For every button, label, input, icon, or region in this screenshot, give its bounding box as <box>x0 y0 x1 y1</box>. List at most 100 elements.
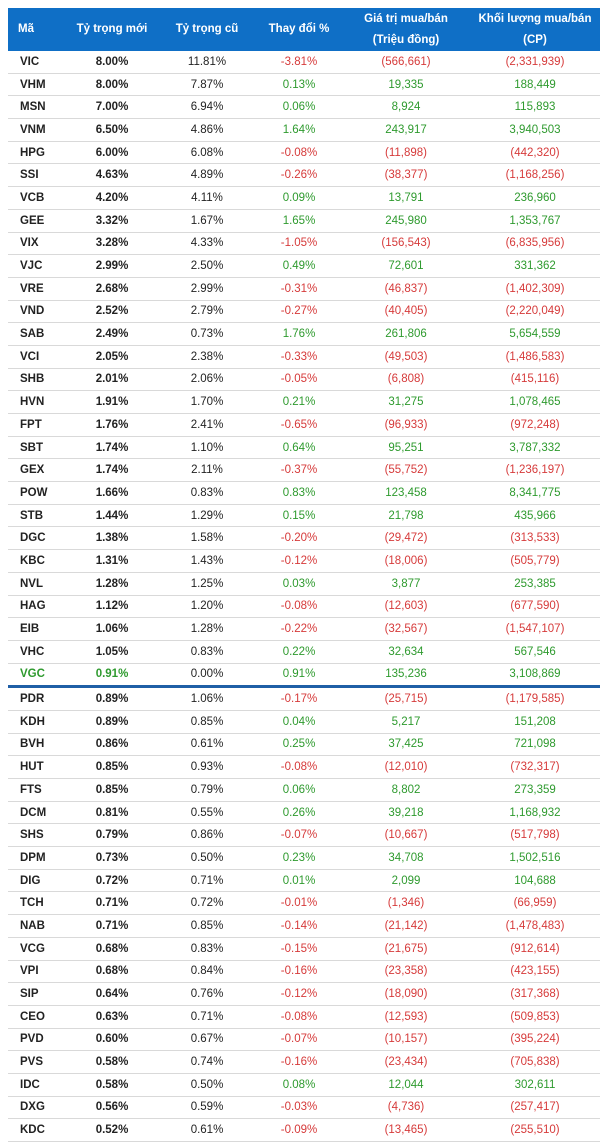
table-row: FTS 0.85% 0.79% 0.06% 8,802 273,359 <box>8 778 600 802</box>
cell-code: SHS <box>8 823 66 848</box>
table-row: VGC 0.91% 0.00% 0.91% 135,236 3,108,869 <box>8 663 600 689</box>
cell-volume: 104,688 <box>470 869 600 893</box>
table-row: VNM 6.50% 4.86% 1.64% 243,917 3,940,503 <box>8 118 600 142</box>
table-row: SBT 1.74% 1.10% 0.64% 95,251 3,787,332 <box>8 436 600 460</box>
cell-value: 39,218 <box>342 801 470 825</box>
cell-new-weight: 0.73% <box>66 846 158 870</box>
cell-value: 8,802 <box>342 778 470 802</box>
cell-value: 32,634 <box>342 640 470 664</box>
portfolio-table: Mã Tỷ trọng mới Tỷ trọng cũ Thay đổi % G… <box>8 8 600 1142</box>
table-row: DGC 1.38% 1.58% -0.20% (29,472) (313,533) <box>8 526 600 551</box>
cell-value: 123,458 <box>342 481 470 505</box>
cell-change: 0.04% <box>256 710 342 734</box>
cell-old-weight: 0.85% <box>158 914 256 938</box>
cell-value: (11,898) <box>342 141 470 165</box>
table-row: VRE 2.68% 2.99% -0.31% (46,837) (1,402,309) <box>8 277 600 301</box>
header-new-weight: Tỷ trọng mới <box>66 8 158 51</box>
cell-change: -0.22% <box>256 617 342 641</box>
cell-volume: 3,108,869 <box>470 663 600 689</box>
cell-old-weight: 7.87% <box>158 73 256 97</box>
cell-change: -0.08% <box>256 1005 342 1029</box>
cell-change: 0.13% <box>256 73 342 97</box>
header-value-line1: Giá trị mua/bán <box>342 8 470 30</box>
cell-change: -0.31% <box>256 277 342 301</box>
cell-change: -0.27% <box>256 300 342 324</box>
table-row: PVS 0.58% 0.74% -0.16% (23,434) (705,838) <box>8 1050 600 1074</box>
cell-old-weight: 6.94% <box>158 95 256 120</box>
cell-volume: (517,798) <box>470 823 600 848</box>
cell-old-weight: 0.79% <box>158 778 256 802</box>
cell-volume: 331,362 <box>470 254 600 278</box>
cell-value: (4,736) <box>342 1096 470 1120</box>
cell-change: 0.03% <box>256 572 342 596</box>
cell-change: -0.65% <box>256 413 342 437</box>
cell-code: FPT <box>8 413 66 437</box>
cell-change: -0.37% <box>256 458 342 483</box>
cell-new-weight: 1.06% <box>66 617 158 641</box>
cell-volume: (66,959) <box>470 891 600 916</box>
cell-change: 0.21% <box>256 390 342 414</box>
table-row: IDC 0.58% 0.50% 0.08% 12,044 302,611 <box>8 1073 600 1097</box>
cell-volume: 3,787,332 <box>470 436 600 460</box>
cell-code: FTS <box>8 778 66 802</box>
cell-change: -0.16% <box>256 960 342 984</box>
table-row: NVL 1.28% 1.25% 0.03% 3,877 253,385 <box>8 572 600 596</box>
table-row: VPI 0.68% 0.84% -0.16% (23,358) (423,155) <box>8 960 600 984</box>
cell-new-weight: 0.85% <box>66 755 158 779</box>
cell-value: (23,434) <box>342 1050 470 1074</box>
cell-code: VCG <box>8 937 66 961</box>
cell-change: -0.14% <box>256 914 342 938</box>
cell-old-weight: 2.41% <box>158 413 256 437</box>
cell-change: 0.91% <box>256 663 342 689</box>
cell-change: -0.08% <box>256 755 342 779</box>
cell-change: -0.08% <box>256 595 342 619</box>
cell-change: 1.76% <box>256 322 342 346</box>
cell-change: -0.09% <box>256 1118 342 1142</box>
cell-new-weight: 8.00% <box>66 73 158 97</box>
cell-new-weight: 0.71% <box>66 891 158 916</box>
cell-volume: (2,331,939) <box>470 51 600 74</box>
cell-change: -0.12% <box>256 982 342 1006</box>
cell-value: (10,667) <box>342 823 470 848</box>
cell-code: VPI <box>8 960 66 984</box>
cell-value: 95,251 <box>342 436 470 460</box>
cell-value: 261,806 <box>342 322 470 346</box>
cell-value: 135,236 <box>342 663 470 689</box>
cell-change: -0.17% <box>256 686 342 711</box>
cell-new-weight: 0.81% <box>66 801 158 825</box>
cell-code: VCB <box>8 186 66 210</box>
cell-value: 34,708 <box>342 846 470 870</box>
cell-value: (23,358) <box>342 960 470 984</box>
cell-volume: 435,966 <box>470 504 600 528</box>
cell-value: (1,346) <box>342 891 470 916</box>
cell-old-weight: 2.06% <box>158 368 256 392</box>
cell-change: -0.20% <box>256 526 342 551</box>
cell-value: 31,275 <box>342 390 470 414</box>
cell-new-weight: 1.12% <box>66 595 158 619</box>
cell-code: SBT <box>8 436 66 460</box>
cell-volume: 253,385 <box>470 572 600 596</box>
header-volume-line1: Khối lượng mua/bán <box>470 8 600 30</box>
cell-volume: 1,078,465 <box>470 390 600 414</box>
cell-old-weight: 1.28% <box>158 617 256 641</box>
table-row: SIP 0.64% 0.76% -0.12% (18,090) (317,368) <box>8 982 600 1006</box>
cell-old-weight: 0.76% <box>158 982 256 1006</box>
cell-volume: (1,547,107) <box>470 617 600 641</box>
cell-volume: (313,533) <box>470 526 600 551</box>
cell-volume: 302,611 <box>470 1073 600 1097</box>
cell-value: (10,157) <box>342 1028 470 1052</box>
table-row: VCB 4.20% 4.11% 0.09% 13,791 236,960 <box>8 186 600 210</box>
cell-new-weight: 2.01% <box>66 368 158 392</box>
cell-volume: (912,614) <box>470 937 600 961</box>
cell-value: 13,791 <box>342 186 470 210</box>
cell-change: 0.26% <box>256 801 342 825</box>
cell-new-weight: 0.52% <box>66 1118 158 1142</box>
cell-code: BVH <box>8 733 66 757</box>
cell-code: VHC <box>8 640 66 664</box>
cell-code: DIG <box>8 869 66 893</box>
table-row: DXG 0.56% 0.59% -0.03% (4,736) (257,417) <box>8 1096 600 1120</box>
cell-volume: 1,168,932 <box>470 801 600 825</box>
cell-value: (38,377) <box>342 163 470 188</box>
cell-code: KDH <box>8 710 66 734</box>
cell-value: (46,837) <box>342 277 470 301</box>
